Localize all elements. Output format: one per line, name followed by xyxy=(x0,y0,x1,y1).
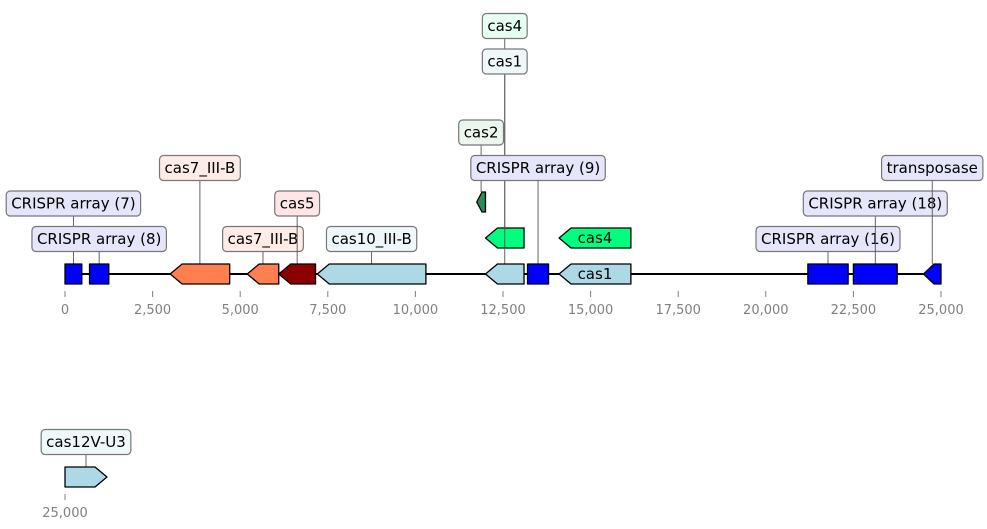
crispr-array-18-label: CRISPR array (18) xyxy=(802,190,948,217)
cas4-label-text: cas4 xyxy=(487,17,522,35)
crispr-array-7-gene xyxy=(64,263,83,285)
crispr-array-16-label-text: CRISPR array (16) xyxy=(761,230,895,248)
axis-tick-label: 15,000 xyxy=(568,303,614,318)
cas7-iii-b-label-box xyxy=(222,225,304,253)
cas10-iii-b-label-text: cas10_III-B xyxy=(331,230,411,249)
cas2-label-box xyxy=(458,119,505,146)
crispr-array-8-gene xyxy=(88,263,110,285)
cas12v-u3-label: cas12V-U3 xyxy=(40,428,132,456)
axis-tick-label: 25,000 xyxy=(42,506,88,521)
cas7-iii-b-label-text: cas7_III-B xyxy=(165,159,236,178)
crispr-array-8-label-box xyxy=(31,225,167,253)
axis-tick-label: 20,000 xyxy=(743,303,789,318)
crispr-array-16-label-box xyxy=(755,225,901,253)
cas7-iii-b-label-box xyxy=(158,154,241,182)
crispr-array-16-label: CRISPR array (16) xyxy=(755,225,901,253)
crispr-array-7-label-text: CRISPR array (7) xyxy=(11,195,135,213)
axis-tick-label: 12,500 xyxy=(480,303,526,318)
crispr-array-9-label-text: CRISPR array (9) xyxy=(476,159,600,177)
crispr-array-7-label-box xyxy=(5,190,142,217)
cas10-iii-b-gene xyxy=(316,263,427,285)
cas7-iii-b-label-text: cas7_III-B xyxy=(228,230,299,249)
cas1-gene xyxy=(484,263,525,285)
cas5-label-text: cas5 xyxy=(280,195,315,213)
cas5-gene xyxy=(278,263,317,285)
cas5-label-box xyxy=(274,190,321,217)
cas7-iii-b-gene xyxy=(169,263,231,285)
crispr-array-8-label-text: CRISPR array (8) xyxy=(37,230,161,248)
cas4-label: cas4 xyxy=(578,229,613,247)
axis-tick-label: 17,500 xyxy=(655,303,701,318)
transposase-gene xyxy=(922,263,942,285)
axis-tick-label: 2,500 xyxy=(134,303,171,318)
crispr-array-16-gene xyxy=(807,263,849,285)
crispr-array-8-label: CRISPR array (8) xyxy=(31,225,167,253)
cas12v-u3-label-text: cas12V-U3 xyxy=(46,433,126,451)
cas10-iii-b-label-box xyxy=(325,225,418,253)
transposase-label: transposase xyxy=(880,154,984,182)
crispr-array-7-label: CRISPR array (7) xyxy=(5,190,142,217)
axis-tick-label: 7,500 xyxy=(309,303,346,318)
axis-tick-label: 10,000 xyxy=(393,303,439,318)
crispr-array-18-label-box xyxy=(802,190,948,217)
cas2-gene xyxy=(476,191,487,213)
axis-tick-label: 5,000 xyxy=(222,303,259,318)
crispr-array-9-gene xyxy=(526,263,550,285)
cas2-label-text: cas2 xyxy=(464,124,499,142)
cas7-iii-b-gene xyxy=(246,263,280,285)
crispr-array-18-label-text: CRISPR array (18) xyxy=(808,195,942,213)
cas1-gene xyxy=(558,263,632,285)
cas7-iii-b-label: cas7_III-B xyxy=(158,154,241,182)
cas12v-u3-gene xyxy=(64,466,108,488)
crispr-array-9-label-box xyxy=(470,154,606,182)
cas4-gene xyxy=(558,227,632,249)
cas1-label-box xyxy=(481,48,528,75)
cas1-label: cas1 xyxy=(481,48,528,75)
cas4-label-box xyxy=(481,12,528,40)
cas1-label: cas1 xyxy=(578,265,613,283)
transposase-label-text: transposase xyxy=(887,159,978,177)
axis-tick-label: 0 xyxy=(61,303,69,318)
cas7-iii-b-label: cas7_III-B xyxy=(222,225,304,253)
crispr-array-18-gene xyxy=(852,263,898,285)
cas1-label-text: cas1 xyxy=(487,53,522,71)
cas5-label: cas5 xyxy=(274,190,321,217)
axis-tick-label: 25,000 xyxy=(918,303,964,318)
transposase-label-box xyxy=(880,154,984,182)
crispr-array-9-label: CRISPR array (9) xyxy=(470,154,606,182)
cas10-iii-b-label: cas10_III-B xyxy=(325,225,418,253)
cas12v-u3-label-box xyxy=(40,428,132,456)
axis-tick-label: 22,500 xyxy=(831,303,877,318)
cas2-label: cas2 xyxy=(458,119,505,146)
cas4-label: cas4 xyxy=(481,12,528,40)
